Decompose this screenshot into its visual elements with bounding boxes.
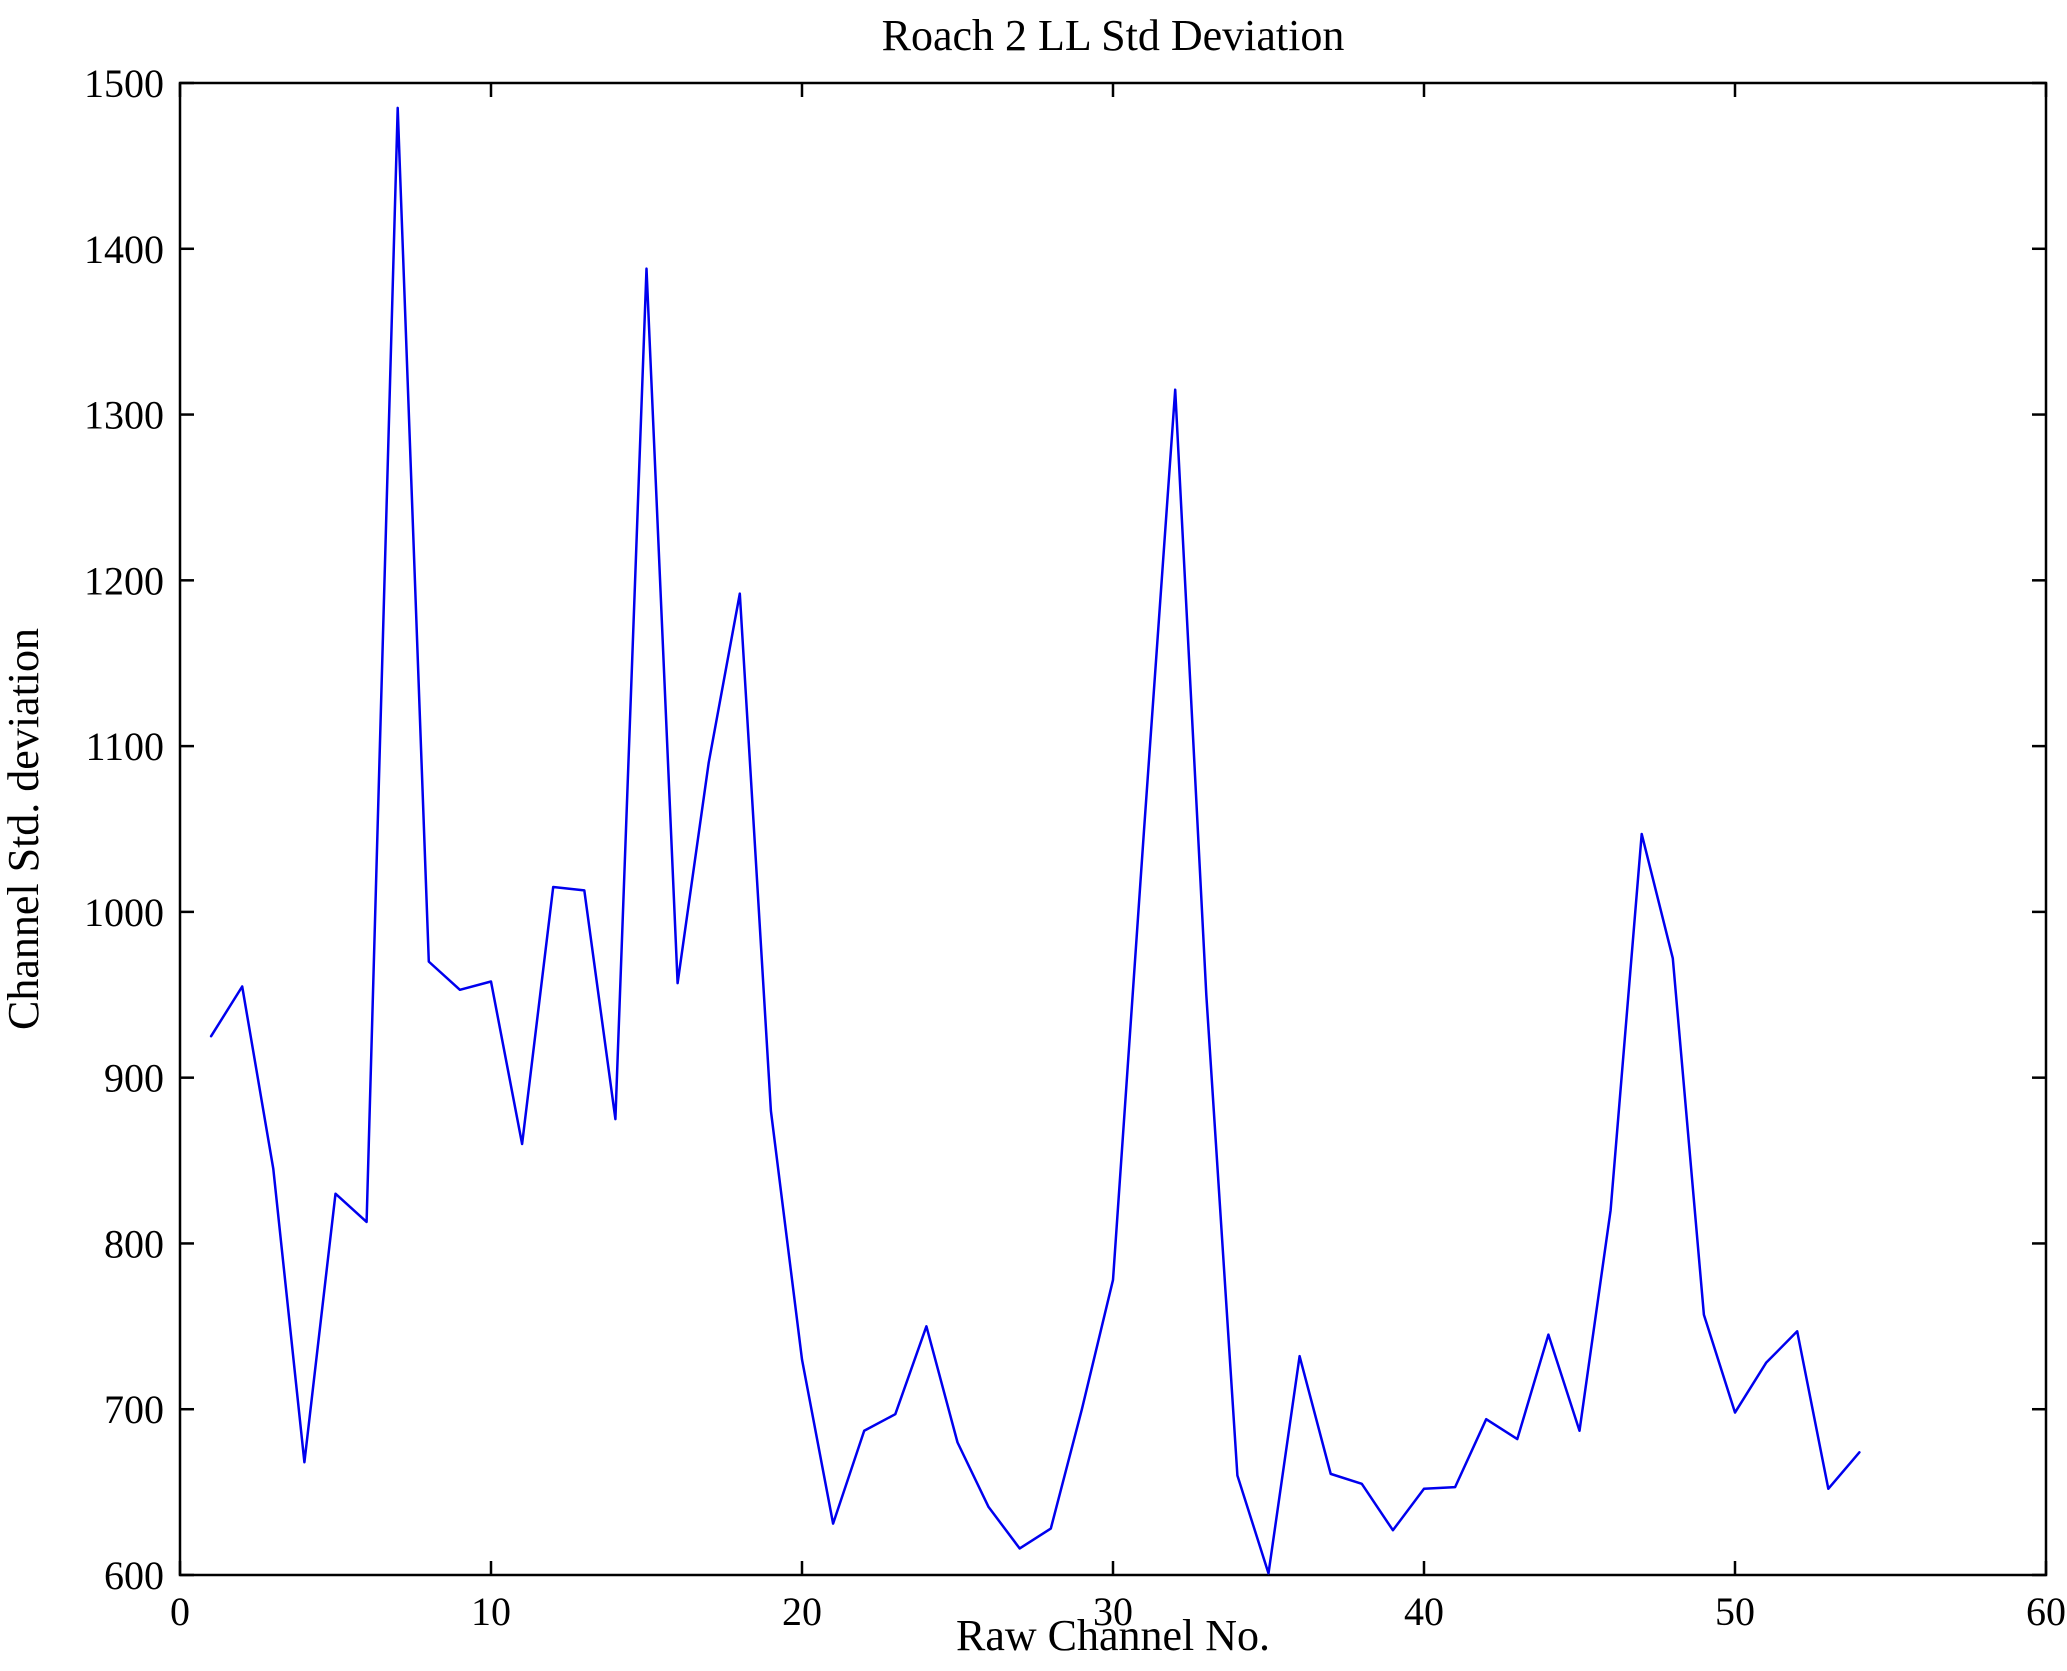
y-tick-label: 600 — [104, 1553, 164, 1598]
y-tick-label: 1500 — [84, 61, 164, 106]
y-tick-label: 1100 — [85, 724, 164, 769]
x-tick-label: 40 — [1404, 1589, 1444, 1634]
y-tick-label: 700 — [104, 1387, 164, 1432]
y-tick-label: 1300 — [84, 393, 164, 438]
x-tick-label: 0 — [170, 1589, 190, 1634]
y-tick-label: 1400 — [84, 227, 164, 272]
y-axis-label: Channel Std. deviation — [0, 628, 48, 1030]
axes: 0 10 20 30 40 50 60 600 700 800 900 1000 1100 1200 130… — [84, 61, 2066, 1634]
x-tick-label: 10 — [471, 1589, 511, 1634]
x-tick-label: 60 — [2026, 1589, 2066, 1634]
y-tick-label: 800 — [104, 1221, 164, 1266]
x-tick-label: 30 — [1093, 1589, 1133, 1634]
line-series — [209, 106, 1861, 1575]
data-line — [209, 106, 1861, 1575]
x-tick-label: 50 — [1715, 1589, 1755, 1634]
chart-title: Roach 2 LL Std Deviation — [882, 11, 1345, 60]
x-axis-label: Raw Channel No. — [956, 1611, 1270, 1660]
y-tick-label: 1000 — [84, 890, 164, 935]
x-tick-label: 20 — [782, 1589, 822, 1634]
axes-box — [178, 81, 2048, 1577]
y-tick-label: 900 — [104, 1056, 164, 1101]
y-tick-label: 1200 — [84, 558, 164, 603]
